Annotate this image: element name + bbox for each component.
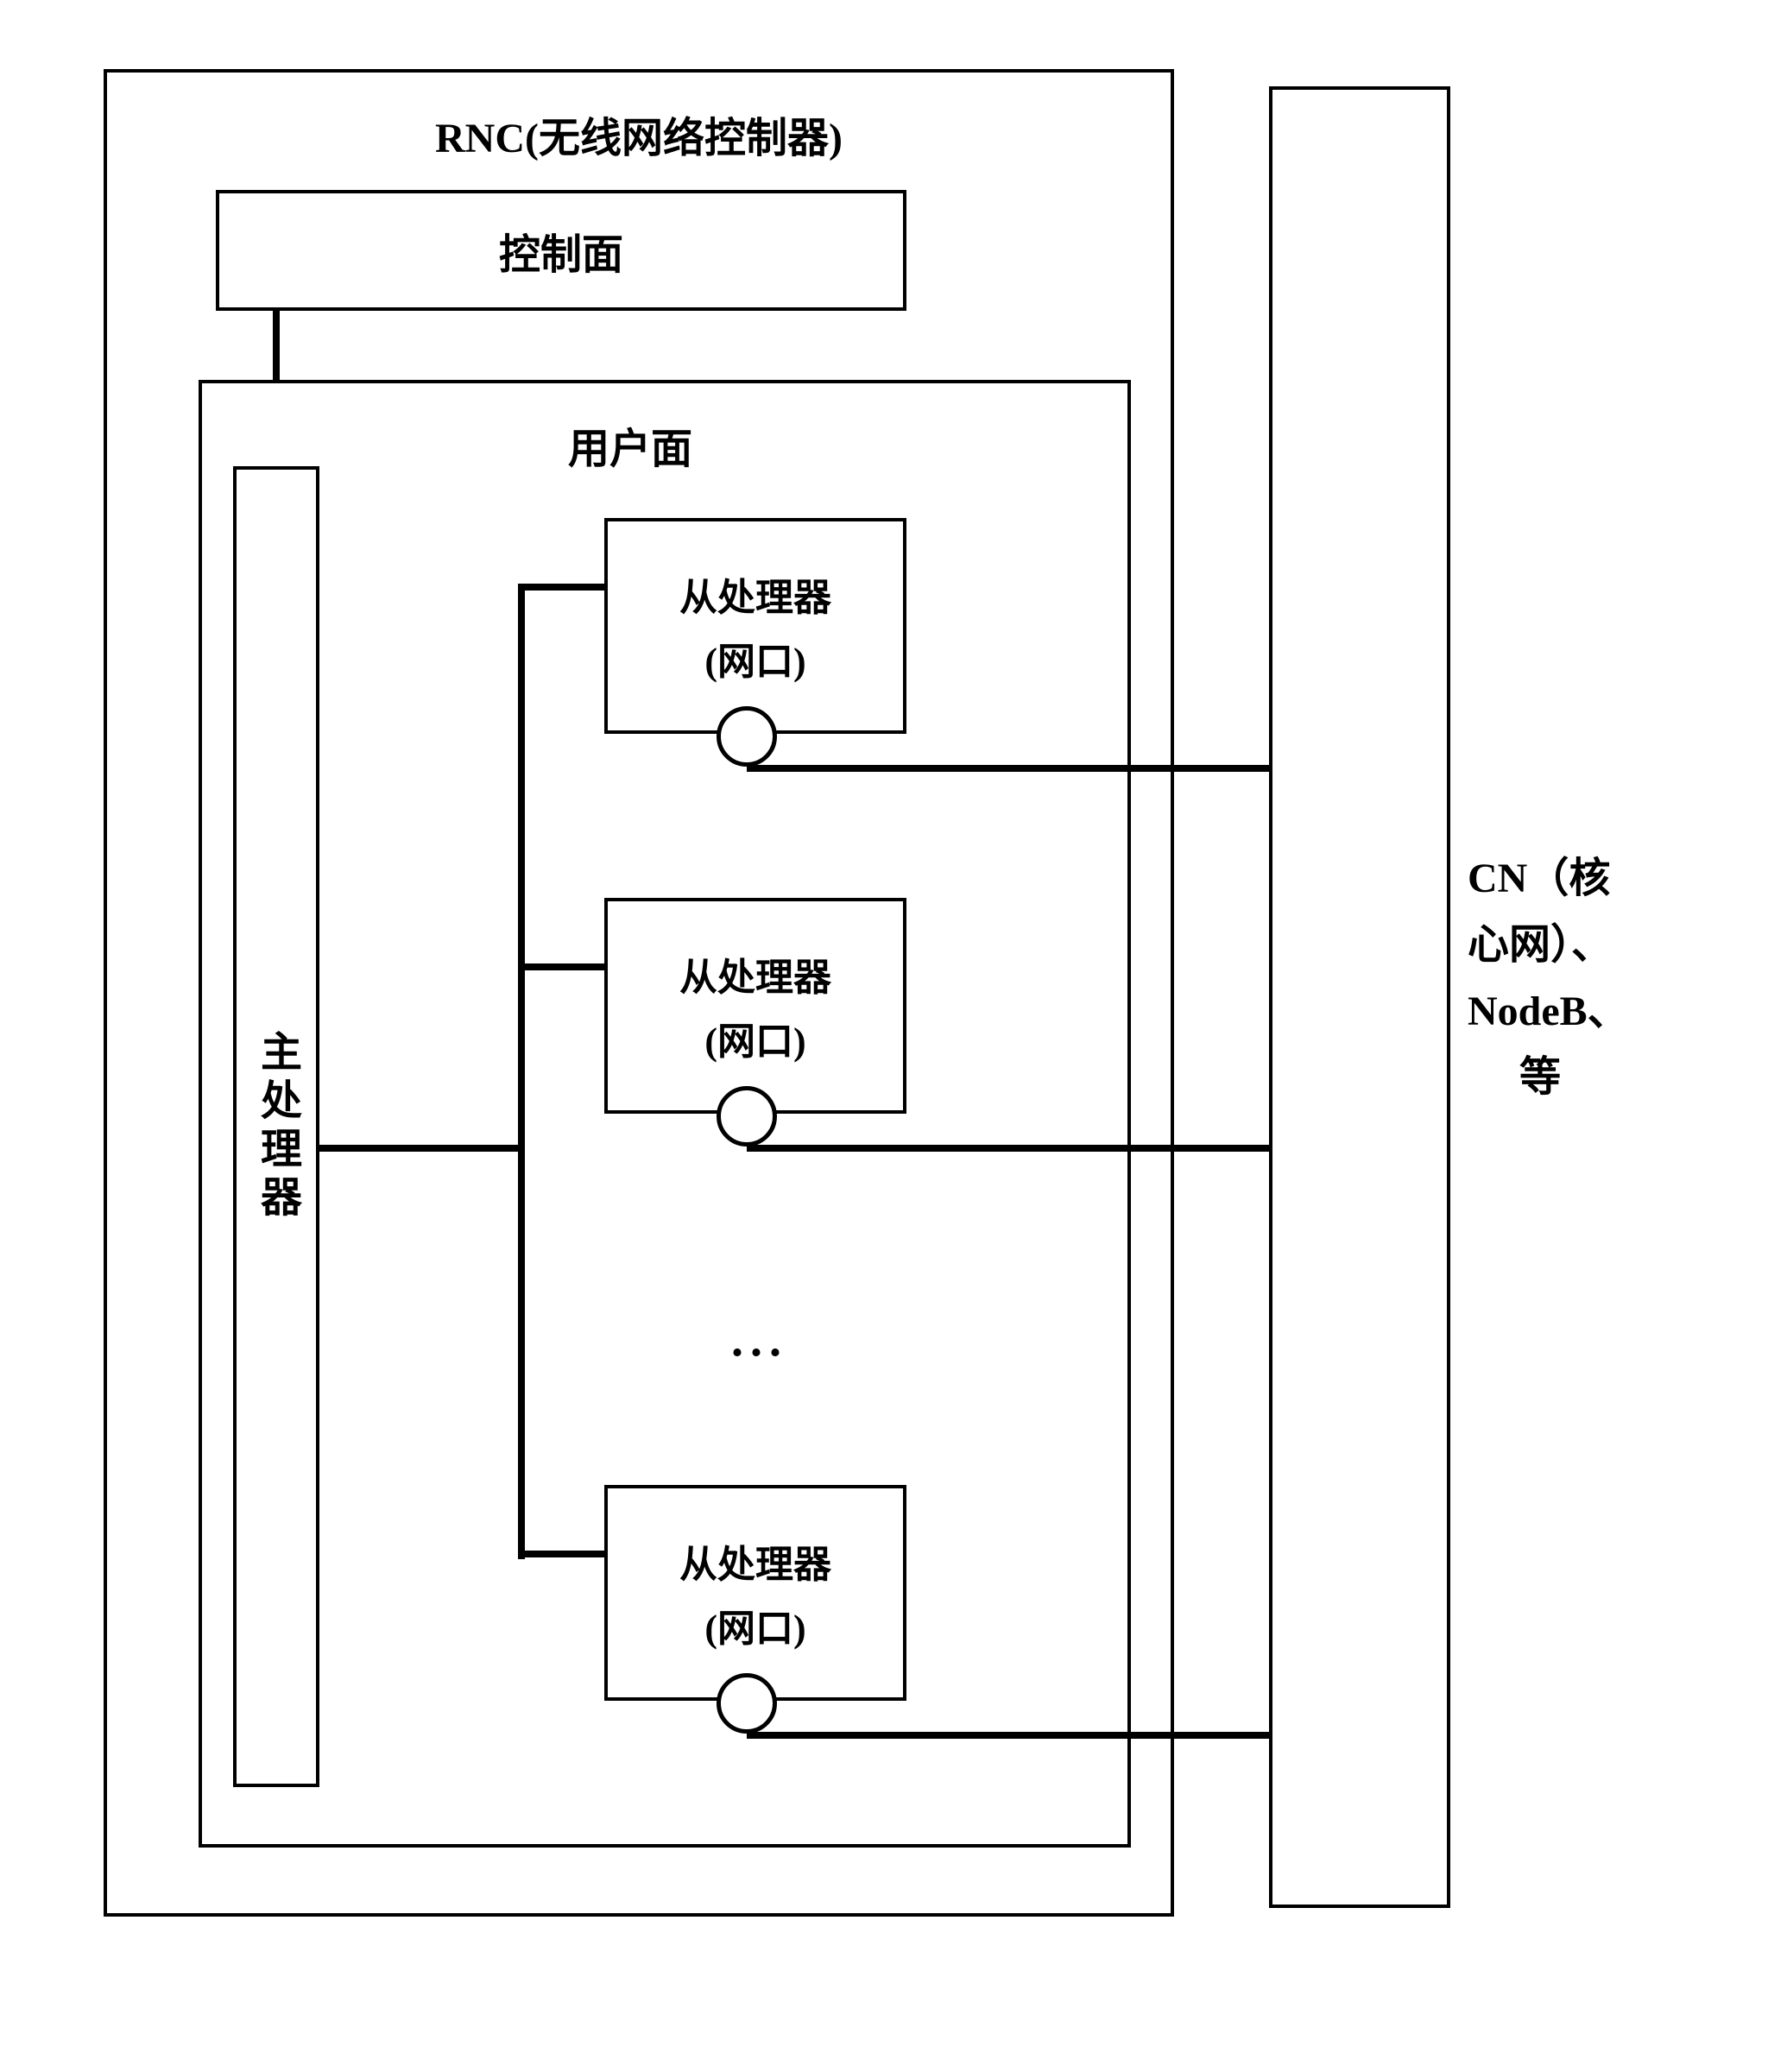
- ellipsis-label: ...: [717, 1312, 803, 1368]
- bus-to-slave-3: [518, 1551, 604, 1557]
- port-circle-3: [717, 1673, 777, 1734]
- main-to-bus-line: [319, 1145, 525, 1152]
- slave-processor-1: 从处理器 (网口): [604, 518, 906, 734]
- bus-to-slave-1: [518, 584, 604, 591]
- port-circle-2: [717, 1086, 777, 1147]
- external-label-line1: CN（核: [1468, 846, 1727, 913]
- slave-2-label2: (网口): [704, 1010, 805, 1065]
- port-circle-1: [717, 706, 777, 767]
- bus-to-slave-2: [518, 963, 604, 970]
- slave-1-label1: 从处理器: [679, 566, 831, 622]
- user-plane-label: 用户面: [501, 414, 760, 475]
- control-plane-label: 控制面: [499, 220, 623, 281]
- external-label: CN（核 心网）、 NodeB、 等: [1468, 846, 1727, 1111]
- control-plane-box: 控制面: [216, 190, 906, 311]
- main-processor-box: 主处理器: [233, 466, 319, 1787]
- main-processor-label: 主处理器: [246, 1030, 306, 1223]
- external-label-line4: 等: [1468, 1045, 1727, 1111]
- conn-line-1: [747, 765, 1269, 772]
- rnc-title: RNC(无线网络控制器): [276, 104, 1001, 164]
- slave-3-label2: (网口): [704, 1597, 805, 1652]
- conn-line-2: [747, 1145, 1269, 1152]
- external-label-line2: 心网）、: [1468, 913, 1727, 979]
- slave-3-label1: 从处理器: [679, 1533, 831, 1589]
- vertical-bus-line: [518, 584, 525, 1559]
- conn-line-3: [747, 1732, 1269, 1739]
- slave-processor-3: 从处理器 (网口): [604, 1485, 906, 1701]
- external-box: [1269, 86, 1450, 1908]
- external-label-line3: NodeB、: [1468, 979, 1727, 1045]
- slave-1-label2: (网口): [704, 630, 805, 685]
- slave-processor-2: 从处理器 (网口): [604, 898, 906, 1114]
- slave-2-label1: 从处理器: [679, 946, 831, 1001]
- diagram-container: RNC(无线网络控制器) 控制面 用户面 主处理器 从处理器 (网口) 从处理器…: [35, 35, 1675, 1934]
